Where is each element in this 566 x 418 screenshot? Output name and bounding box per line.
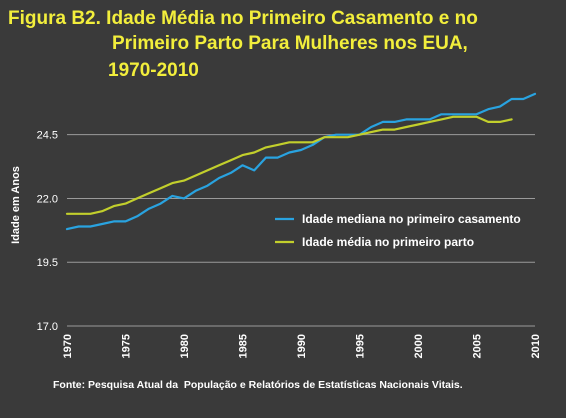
x-tick-label: 2000 [413,334,425,358]
chart-title-line-3: 1970-2010 [108,60,199,81]
legend-label: Idade média no primeiro parto [302,235,474,249]
chart-title-line-1: Figura B2. Idade Média no Primeiro Casam… [8,8,478,29]
y-tick-label: 24.5 [37,130,58,142]
series-line-birth [65,115,513,215]
x-tick-label: 1990 [296,334,308,358]
x-tick-label: 2005 [472,334,484,358]
legend-label: Idade mediana no primeiro casamento [302,212,521,226]
chart-title-line-2: Primeiro Parto Para Mulheres nos EUA, [112,33,468,54]
source-note: Fonte: Pesquisa Atual da População e Rel… [53,379,463,391]
y-axis-label: Idade em Anos [10,166,22,244]
y-tick-label: 22.0 [37,193,58,205]
x-tick-label: 2010 [530,334,542,358]
x-tick-label: 1980 [179,334,191,358]
series-line-marriage [65,92,537,231]
x-tick-label: 1975 [121,334,133,358]
y-tick-label: 17.0 [37,321,58,333]
x-tick-label: 1985 [238,334,250,358]
x-tick-label: 1995 [355,334,367,358]
x-tick-label: 1970 [62,334,74,358]
y-tick-label: 19.5 [37,257,58,269]
